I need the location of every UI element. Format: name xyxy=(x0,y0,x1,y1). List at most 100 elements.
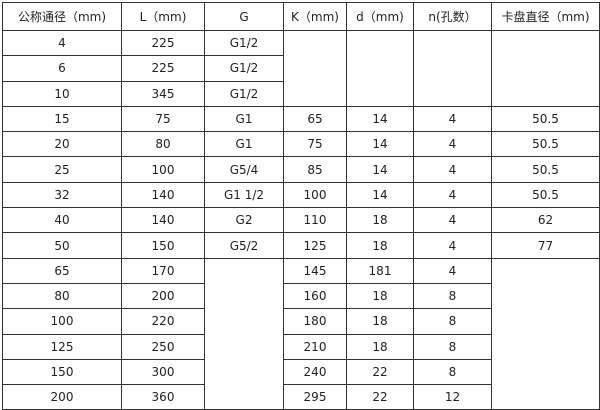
cell-thread-g: G1 xyxy=(204,131,284,158)
table-row: 6 225 G1/2 xyxy=(2,55,600,82)
table-row: 15 75 G1 65 14 4 50.5 xyxy=(2,105,600,133)
cell-hole-count: 8 xyxy=(413,358,492,386)
cell-d: 22 xyxy=(346,358,414,386)
cell-nominal-diameter: 25 xyxy=(2,156,122,183)
cell-k: 85 xyxy=(283,156,347,183)
cell-d: 14 xyxy=(346,105,414,133)
cell-d: 18 xyxy=(346,282,414,310)
cell-thread-g: G1/2 xyxy=(204,80,284,107)
cell-length-l: 80 xyxy=(121,131,205,158)
header-d: d（mm) xyxy=(346,2,414,31)
cell-d: 181 xyxy=(346,257,414,284)
header-k: K（mm) xyxy=(283,2,347,31)
cell-hole-count: 8 xyxy=(413,282,492,310)
cell-thread-g: G2 xyxy=(204,207,284,234)
table-row: 20 80 G1 75 14 4 50.5 xyxy=(2,131,600,158)
cell-nominal-diameter: 15 xyxy=(2,105,122,133)
table-row: 32 140 G1 1/2 100 14 4 50.5 xyxy=(2,181,600,209)
cell-length-l: 225 xyxy=(121,29,205,57)
cell-length-l: 170 xyxy=(121,257,205,284)
cell-length-l: 345 xyxy=(121,80,205,107)
cell-d: 18 xyxy=(346,308,414,335)
cell-d: 14 xyxy=(346,131,414,158)
cell-thread-g: G1/2 xyxy=(204,29,284,57)
cell-length-l: 140 xyxy=(121,181,205,209)
cell-k: 75 xyxy=(283,131,347,158)
cell-k: 240 xyxy=(283,358,347,386)
cell-hole-count: 4 xyxy=(413,257,492,284)
cell-length-l: 250 xyxy=(121,333,205,360)
cell-thread-g: G1 1/2 xyxy=(204,181,284,209)
table-row: 125 250 210 18 8 xyxy=(2,333,600,360)
cell-nominal-diameter: 65 xyxy=(2,257,122,284)
cell-chuck-diameter: 77 xyxy=(491,232,600,259)
cell-k: 180 xyxy=(283,308,347,335)
cell-k: 110 xyxy=(283,207,347,234)
cell-d: 14 xyxy=(346,181,414,209)
cell-k xyxy=(283,30,347,107)
cell-hole-count: 8 xyxy=(413,308,492,335)
cell-nominal-diameter: 4 xyxy=(2,29,122,57)
cell-hole-count: 4 xyxy=(413,105,492,133)
cell-k: 160 xyxy=(283,282,347,310)
table-row: 150 300 240 22 8 xyxy=(2,358,600,386)
cell-chuck-diameter: 50.5 xyxy=(491,131,600,158)
table-row: 65 170 145 181 4 xyxy=(2,257,600,410)
cell-d: 14 xyxy=(346,156,414,183)
cell-hole-count xyxy=(413,30,492,107)
cell-length-l: 75 xyxy=(121,105,205,133)
cell-hole-count: 8 xyxy=(413,333,492,360)
cell-length-l: 200 xyxy=(121,282,205,310)
cell-k: 65 xyxy=(283,105,347,133)
cell-d: 18 xyxy=(346,207,414,234)
cell-length-l: 220 xyxy=(121,308,205,335)
cell-nominal-diameter: 150 xyxy=(2,358,122,386)
cell-k: 125 xyxy=(283,232,347,259)
cell-k: 295 xyxy=(283,384,347,410)
cell-d: 18 xyxy=(346,333,414,360)
cell-chuck-diameter: 50.5 xyxy=(491,181,600,209)
cell-nominal-diameter: 125 xyxy=(2,333,122,360)
header-hole-count: n(孔数） xyxy=(413,2,492,31)
table-row: 80 200 160 18 8 xyxy=(2,282,600,310)
cell-thread-g xyxy=(204,257,284,410)
cell-hole-count: 4 xyxy=(413,232,492,259)
cell-nominal-diameter: 40 xyxy=(2,207,122,234)
cell-k: 145 xyxy=(283,257,347,284)
cell-thread-g: G1/2 xyxy=(204,55,284,82)
cell-length-l: 150 xyxy=(121,232,205,259)
cell-length-l: 100 xyxy=(121,156,205,183)
cell-length-l: 300 xyxy=(121,358,205,386)
cell-k: 210 xyxy=(283,333,347,360)
cell-hole-count: 4 xyxy=(413,156,492,183)
cell-chuck-diameter xyxy=(491,257,600,410)
cell-d xyxy=(346,30,414,107)
header-chuck-diameter: 卡盘直径（mm) xyxy=(491,2,600,31)
cell-nominal-diameter: 32 xyxy=(2,181,122,209)
cell-nominal-diameter: 50 xyxy=(2,232,122,259)
cell-nominal-diameter: 200 xyxy=(2,384,122,410)
cell-thread-g: G5/4 xyxy=(204,156,284,183)
cell-hole-count: 4 xyxy=(413,131,492,158)
cell-d: 22 xyxy=(346,384,414,410)
cell-chuck-diameter xyxy=(491,30,600,107)
header-thread-g: G xyxy=(204,2,284,31)
cell-nominal-diameter: 6 xyxy=(2,55,122,82)
table-row: 4 225 G1/2 xyxy=(2,29,600,107)
header-length-l: L（mm) xyxy=(121,2,205,31)
cell-length-l: 140 xyxy=(121,207,205,234)
cell-length-l: 225 xyxy=(121,55,205,82)
cell-thread-g: G1 xyxy=(204,105,284,133)
cell-chuck-diameter: 62 xyxy=(491,207,600,234)
cell-length-l: 360 xyxy=(121,384,205,410)
cell-d: 18 xyxy=(346,232,414,259)
table-row: 40 140 G2 110 18 4 62 xyxy=(2,207,600,234)
cell-nominal-diameter: 100 xyxy=(2,308,122,335)
header-nominal-diameter: 公称通径（mm) xyxy=(2,2,122,31)
cell-chuck-diameter: 50.5 xyxy=(491,105,600,133)
cell-nominal-diameter: 20 xyxy=(2,131,122,158)
table-row: 25 100 G5/4 85 14 4 50.5 xyxy=(2,156,600,183)
cell-hole-count: 12 xyxy=(413,384,492,410)
cell-k: 100 xyxy=(283,181,347,209)
